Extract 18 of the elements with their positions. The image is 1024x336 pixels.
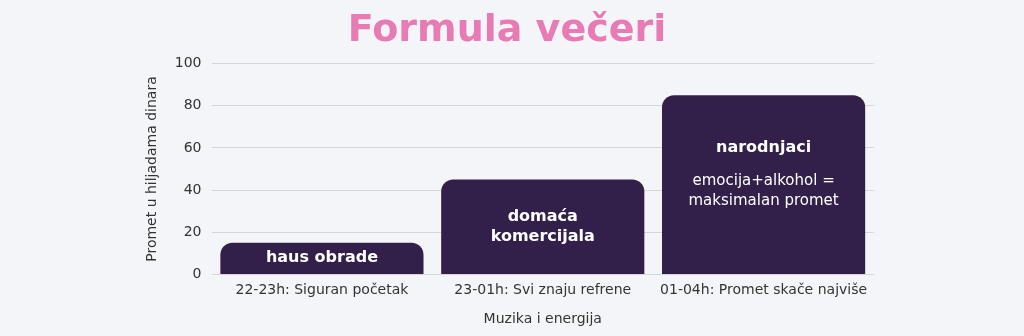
bar — [662, 95, 866, 274]
y-tick-label: 60 — [183, 138, 202, 155]
annotation: domaća komercijala — [490, 205, 595, 245]
y-tick-label: 80 — [183, 96, 202, 113]
annotation: emocija+alkohol = maksimalan promet — [688, 171, 839, 210]
bar — [441, 179, 645, 274]
x-tick-label: 23-01h: Svi znaju refrene — [454, 281, 632, 298]
x-axis-title: Muzika i energija — [483, 310, 602, 327]
chart-title: Formula večeri — [347, 5, 667, 50]
y-tick-label: 100 — [174, 54, 202, 71]
y-axis-title: Promet u hiljadama dinara — [143, 76, 160, 262]
y-tick-label: 40 — [183, 180, 202, 197]
x-tick-label: 22-23h: Siguran početak — [235, 281, 410, 298]
annotation: narodnjaci — [716, 136, 812, 156]
y-tick-label: 0 — [192, 265, 202, 282]
x-tick-label: 01-04h: Promet skače najviše — [660, 281, 868, 298]
annotation: haus obrade — [265, 247, 379, 267]
y-tick-label: 20 — [183, 222, 202, 239]
